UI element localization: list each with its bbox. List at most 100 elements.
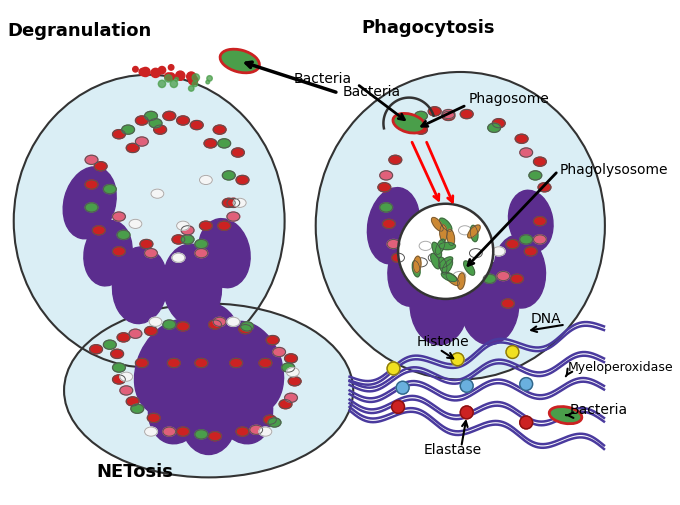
Ellipse shape	[264, 415, 276, 425]
Ellipse shape	[227, 213, 240, 222]
Ellipse shape	[534, 217, 546, 226]
Circle shape	[520, 378, 532, 391]
Ellipse shape	[458, 273, 465, 290]
Ellipse shape	[117, 333, 130, 342]
Text: Phagocytosis: Phagocytosis	[362, 19, 495, 37]
Ellipse shape	[135, 138, 148, 147]
Ellipse shape	[389, 156, 402, 165]
Circle shape	[188, 86, 194, 92]
Ellipse shape	[279, 400, 292, 409]
Ellipse shape	[439, 258, 447, 273]
Circle shape	[460, 380, 473, 392]
Ellipse shape	[488, 124, 500, 133]
Ellipse shape	[453, 272, 466, 281]
Ellipse shape	[151, 190, 164, 199]
Ellipse shape	[122, 126, 135, 135]
Ellipse shape	[447, 230, 454, 246]
Ellipse shape	[460, 110, 473, 119]
Ellipse shape	[209, 432, 222, 441]
Ellipse shape	[439, 219, 452, 232]
Ellipse shape	[113, 213, 125, 222]
Ellipse shape	[85, 204, 98, 213]
Ellipse shape	[131, 405, 143, 414]
Ellipse shape	[501, 299, 514, 309]
Ellipse shape	[413, 257, 421, 273]
Circle shape	[192, 82, 198, 87]
Text: NETosis: NETosis	[96, 463, 173, 481]
Ellipse shape	[492, 247, 505, 257]
Ellipse shape	[90, 345, 103, 354]
Ellipse shape	[515, 135, 528, 144]
Ellipse shape	[129, 220, 142, 229]
Ellipse shape	[199, 219, 250, 288]
Ellipse shape	[367, 188, 420, 264]
Circle shape	[165, 76, 172, 83]
Ellipse shape	[506, 240, 519, 249]
Ellipse shape	[181, 226, 194, 235]
Ellipse shape	[163, 320, 175, 329]
Ellipse shape	[209, 320, 222, 329]
Ellipse shape	[239, 325, 252, 334]
Ellipse shape	[117, 231, 130, 240]
Ellipse shape	[415, 126, 427, 135]
Ellipse shape	[383, 220, 395, 229]
Ellipse shape	[231, 148, 244, 158]
Ellipse shape	[458, 226, 471, 235]
Ellipse shape	[285, 354, 297, 363]
Ellipse shape	[120, 386, 133, 395]
Text: Elastase: Elastase	[424, 442, 482, 456]
Ellipse shape	[379, 204, 392, 213]
Text: DNA: DNA	[531, 311, 562, 325]
Circle shape	[139, 69, 146, 76]
Ellipse shape	[149, 318, 162, 327]
Ellipse shape	[227, 318, 240, 327]
Ellipse shape	[195, 359, 207, 368]
Circle shape	[158, 81, 166, 88]
Ellipse shape	[222, 199, 235, 208]
Ellipse shape	[468, 226, 480, 238]
Ellipse shape	[113, 375, 125, 384]
Ellipse shape	[428, 108, 441, 117]
Ellipse shape	[135, 320, 214, 416]
Ellipse shape	[113, 363, 125, 372]
Ellipse shape	[140, 240, 153, 249]
Ellipse shape	[401, 117, 413, 126]
Ellipse shape	[113, 130, 125, 139]
Ellipse shape	[511, 275, 524, 284]
Ellipse shape	[214, 126, 226, 135]
Circle shape	[167, 74, 175, 81]
Ellipse shape	[233, 199, 246, 208]
Circle shape	[206, 81, 209, 85]
Ellipse shape	[469, 249, 482, 258]
Ellipse shape	[135, 117, 148, 126]
Ellipse shape	[268, 418, 281, 427]
Ellipse shape	[113, 247, 125, 257]
Circle shape	[177, 76, 183, 81]
Ellipse shape	[534, 235, 546, 244]
Ellipse shape	[483, 275, 496, 284]
Ellipse shape	[387, 240, 400, 249]
Ellipse shape	[285, 393, 297, 402]
Ellipse shape	[172, 254, 185, 263]
Ellipse shape	[442, 110, 455, 119]
Ellipse shape	[442, 260, 452, 275]
Text: Phagosome: Phagosome	[469, 92, 549, 106]
Circle shape	[396, 382, 409, 394]
Ellipse shape	[534, 158, 546, 167]
Ellipse shape	[149, 119, 162, 129]
Text: Histone: Histone	[416, 334, 469, 348]
Ellipse shape	[64, 304, 353, 477]
Text: Myeloperoxidase: Myeloperoxidase	[567, 361, 673, 374]
Ellipse shape	[267, 336, 279, 345]
Ellipse shape	[388, 237, 436, 307]
Ellipse shape	[163, 244, 222, 327]
Ellipse shape	[419, 242, 432, 251]
Ellipse shape	[126, 144, 139, 153]
Ellipse shape	[549, 407, 582, 424]
Ellipse shape	[177, 222, 190, 231]
Ellipse shape	[415, 112, 427, 121]
Ellipse shape	[199, 176, 212, 185]
Circle shape	[175, 72, 185, 81]
Ellipse shape	[211, 322, 284, 414]
Ellipse shape	[120, 372, 133, 382]
